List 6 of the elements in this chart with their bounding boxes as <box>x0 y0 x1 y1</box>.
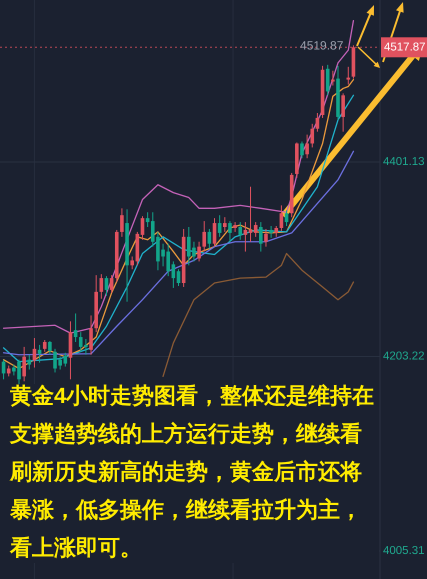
annotation: 黄金4小时走势图看，整体还是维持在支撑趋势线的上方运行走势，继续看刷新历史新高的走势，黄金后市还将暴涨，低多操作，继续看拉升为主，看上涨即可。 <box>9 382 374 560</box>
y-tick-label: 4401.13 <box>383 156 425 168</box>
annotation: 4519.87 <box>300 38 344 52</box>
ref-line-label: 4517.87 <box>384 41 426 54</box>
y-tick-label: 4005.31 <box>383 544 425 557</box>
y-tick-label: 4203.22 <box>383 350 425 362</box>
